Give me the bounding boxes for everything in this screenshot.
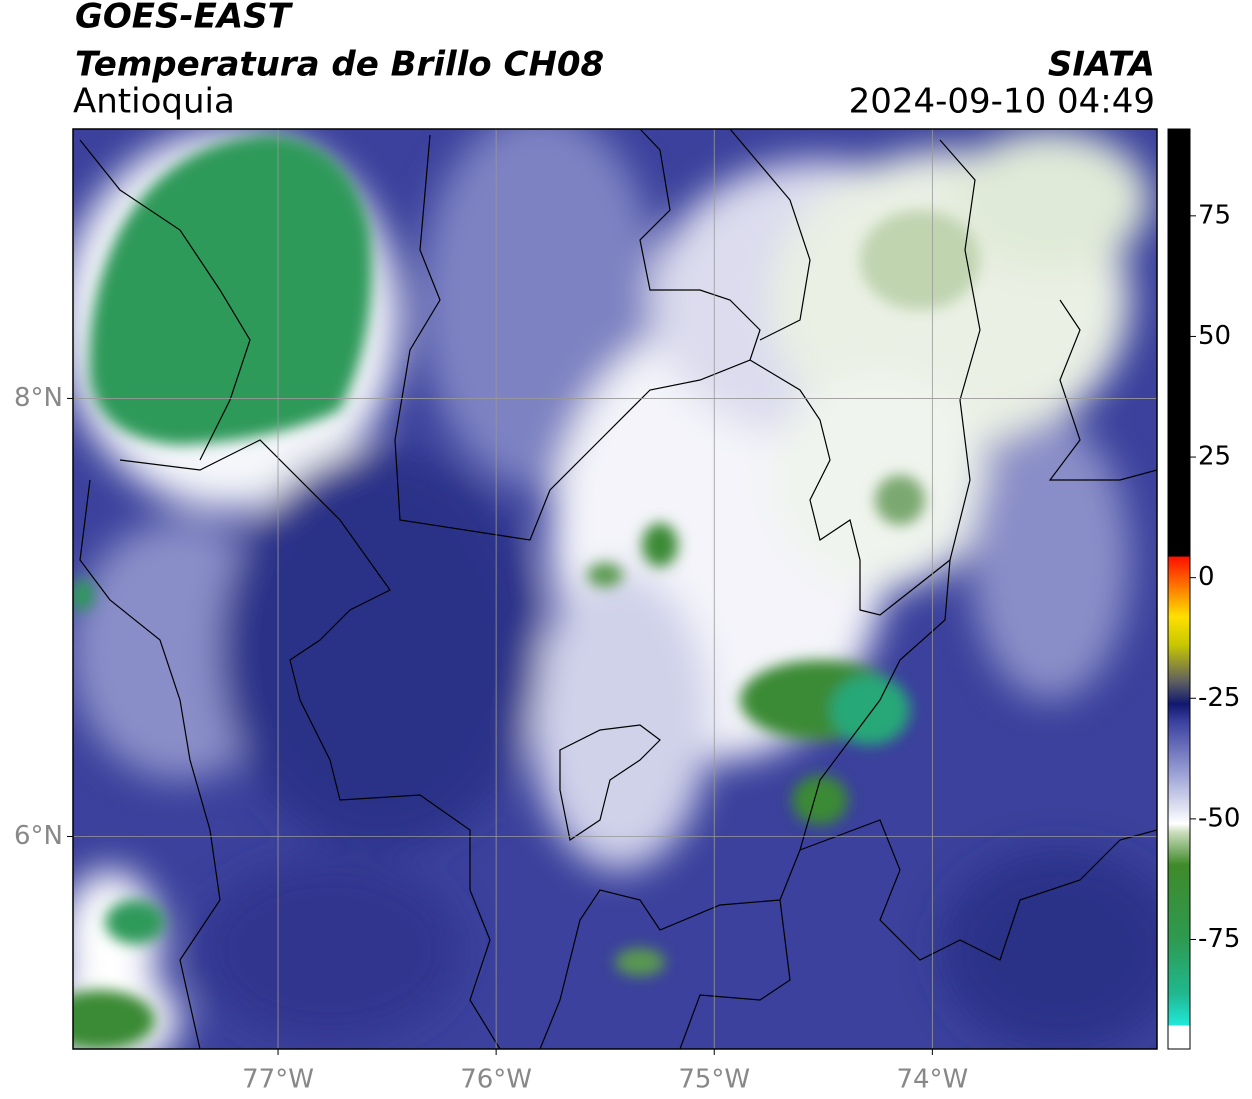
title: GOES-EAST [75,0,294,37]
colorbar-tick-label: 25 [1198,442,1231,472]
x-tick-label: 75°W [678,1065,750,1095]
colorbar-tick-label: 50 [1198,321,1231,351]
colorbar-tick-label: -50 [1198,803,1240,833]
y-tick-label: 6°N [14,821,63,851]
colorbar-tick-label: -25 [1198,683,1240,713]
graticule [73,129,1157,1049]
satellite-image [73,129,1157,1049]
colorbar-tick-label: -75 [1198,924,1240,954]
colorbar-tick-label: 75 [1198,200,1231,230]
source: SIATA [1048,45,1155,85]
y-tick-label: 8°N [14,383,63,413]
colorbar-tick-label: 0 [1198,562,1215,592]
borders [79,129,1157,1049]
x-tick-label: 77°W [242,1065,314,1095]
subtitle: Temperatura de Brillo CH08 [75,45,604,85]
region: Antioquia [73,82,235,122]
timestamp: 2024-09-10 04:49 [849,82,1155,122]
map-frame [72,128,1158,1050]
colorbar [1167,128,1191,1050]
x-tick-label: 76°W [460,1065,532,1095]
x-tick-label: 74°W [896,1065,968,1095]
